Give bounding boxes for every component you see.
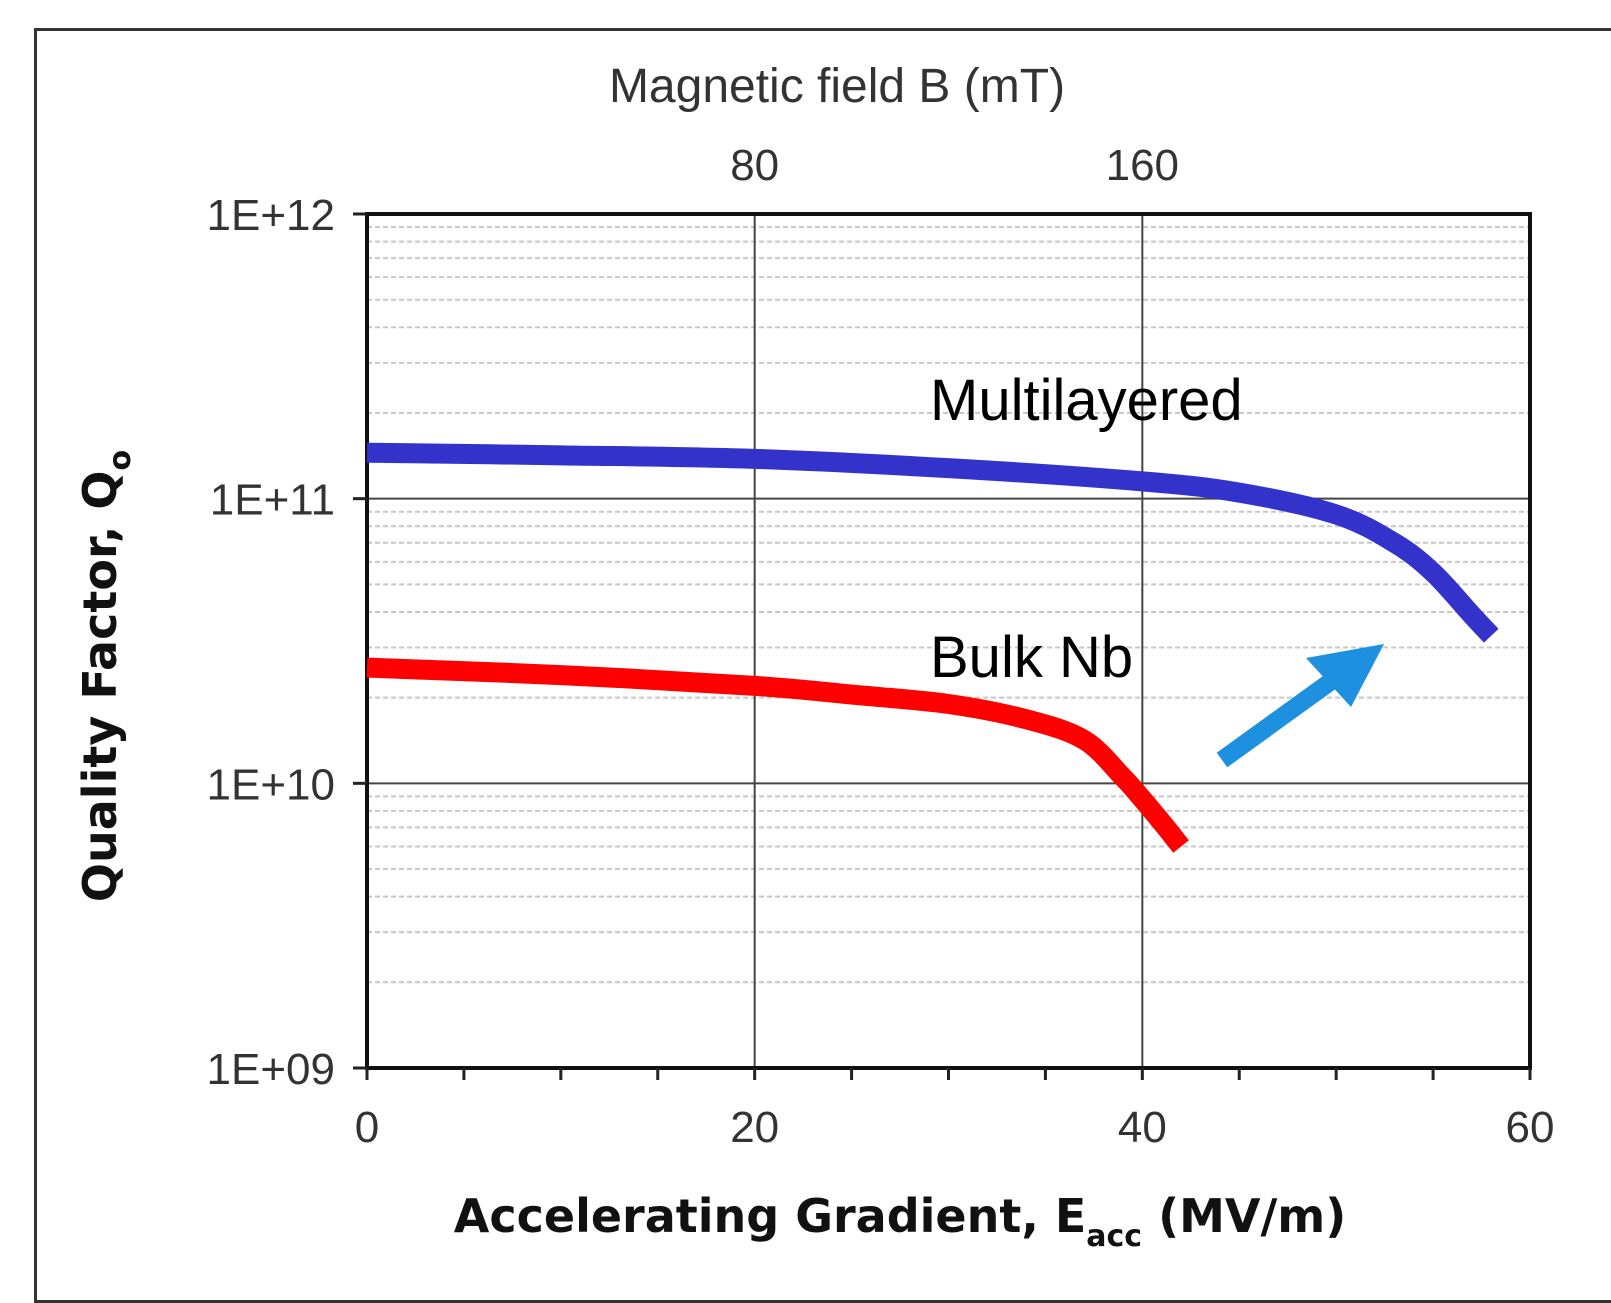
x-tick-label: 20 xyxy=(730,1103,779,1152)
y-tick-label: 1E+09 xyxy=(207,1045,335,1094)
y-axis-ticks: 1E+09 1E+10 1E+11 1E+12 xyxy=(207,191,367,1094)
minor-gridlines xyxy=(367,226,1530,984)
improvement-arrow xyxy=(1216,644,1384,768)
y-tick-label: 1E+12 xyxy=(207,191,335,240)
top-tick-label: 160 xyxy=(1106,141,1179,190)
series-layer xyxy=(366,442,1499,853)
multilayered-label: Multilayered xyxy=(930,368,1243,433)
series-line-bulk-nb xyxy=(366,657,1189,853)
x-tick-label: 0 xyxy=(355,1103,379,1152)
top-axis-title: Magnetic field B (mT) xyxy=(609,60,1065,113)
x-axis-ticks: 0 20 40 60 80 160 xyxy=(355,141,1555,1152)
top-tick-label: 80 xyxy=(730,141,779,190)
series-line-multilayered xyxy=(366,442,1499,643)
x-axis-title: Accelerating Gradient, Eacc (MV/m) xyxy=(454,1189,1346,1254)
x-tick-label: 40 xyxy=(1118,1103,1167,1152)
y-tick-label: 1E+10 xyxy=(207,760,335,809)
y-axis-title: Quality Factor, Qo xyxy=(73,450,138,902)
arrow-head xyxy=(1306,644,1384,707)
x-tick-label: 60 xyxy=(1506,1103,1555,1152)
bulk-nb-label: Bulk Nb xyxy=(930,625,1133,690)
y-tick-label: 1E+11 xyxy=(210,476,335,525)
arrow-shaft xyxy=(1216,674,1336,768)
